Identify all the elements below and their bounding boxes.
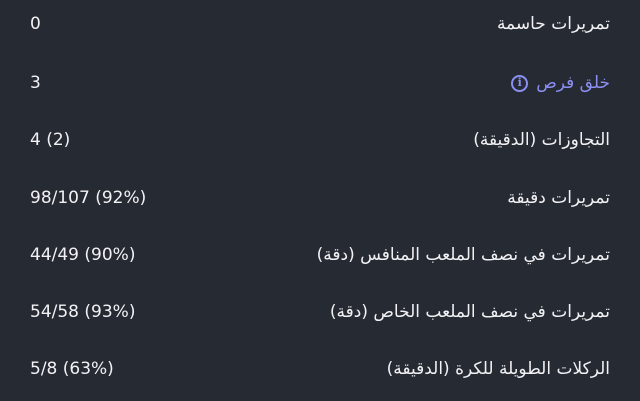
stat-row-accurate-passes: تمريرات دقيقة 98/107 (92%): [0, 178, 640, 218]
stat-label: تمريرات حاسمة: [496, 14, 610, 34]
info-icon[interactable]: i: [511, 74, 529, 92]
stat-value: 5/8 (63%): [30, 359, 114, 379]
stat-value: 54/58 (93%): [30, 302, 136, 322]
stat-label: التجاوزات (الدقيقة): [473, 130, 610, 150]
stat-value: 0: [30, 14, 41, 34]
stat-value: 4 (2): [30, 130, 71, 150]
stat-row-long-balls: الركلات الطويلة للكرة (الدقيقة) 5/8 (63%…: [0, 349, 640, 389]
stat-value: 3: [30, 73, 41, 93]
stat-label: تمريرات دقيقة: [507, 188, 610, 208]
stat-label-link[interactable]: خلق فرص i: [511, 63, 610, 103]
stat-row-dribbles: التجاوزات (الدقيقة) 4 (2): [0, 120, 640, 160]
stat-row-chances-created[interactable]: خلق فرص i 3: [0, 63, 640, 103]
stat-row-own-half-passes: تمريرات في نصف الملعب الخاص (دقة) 54/58 …: [0, 292, 640, 332]
stat-label: الركلات الطويلة للكرة (الدقيقة): [386, 359, 610, 379]
stat-label[interactable]: خلق فرص: [536, 73, 610, 93]
stat-row-key-passes: تمريرات حاسمة 0: [0, 4, 640, 44]
stat-value: 44/49 (90%): [30, 245, 136, 265]
stat-label: تمريرات في نصف الملعب الخاص (دقة): [329, 302, 610, 322]
stat-value: 98/107 (92%): [30, 188, 147, 208]
stat-label: تمريرات في نصف الملعب المنافس (دقة): [316, 245, 610, 265]
stat-row-opposition-half-passes: تمريرات في نصف الملعب المنافس (دقة) 44/4…: [0, 235, 640, 275]
